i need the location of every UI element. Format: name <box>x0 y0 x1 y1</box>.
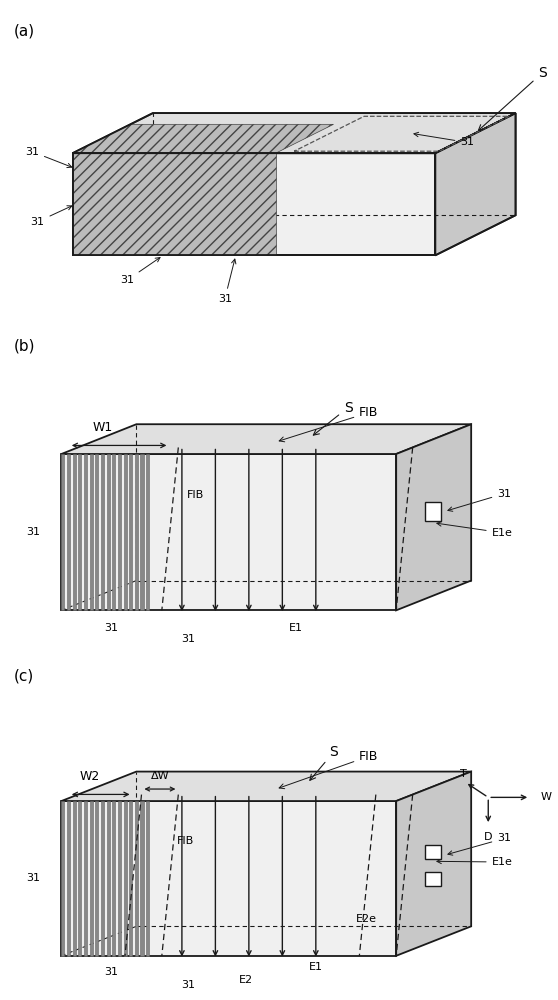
Polygon shape <box>141 454 143 610</box>
Polygon shape <box>141 801 143 956</box>
Polygon shape <box>61 454 396 610</box>
Polygon shape <box>61 772 471 801</box>
Text: W1: W1 <box>92 421 113 434</box>
Text: W2: W2 <box>79 770 100 783</box>
Text: (b): (b) <box>14 339 36 354</box>
Text: E1: E1 <box>309 962 323 972</box>
Text: S: S <box>314 401 353 435</box>
Text: 31: 31 <box>448 833 511 855</box>
Polygon shape <box>95 801 98 956</box>
Polygon shape <box>425 872 441 886</box>
Text: 31: 31 <box>31 206 72 227</box>
Polygon shape <box>84 454 87 610</box>
Polygon shape <box>435 113 516 255</box>
Polygon shape <box>78 801 81 956</box>
Polygon shape <box>123 801 127 956</box>
Polygon shape <box>73 801 76 956</box>
Polygon shape <box>67 801 70 956</box>
Polygon shape <box>101 454 104 610</box>
Text: 31: 31 <box>26 527 41 537</box>
Text: 31: 31 <box>181 634 196 644</box>
Text: E1e: E1e <box>437 857 512 867</box>
Polygon shape <box>396 772 471 956</box>
Text: (a): (a) <box>14 23 35 38</box>
Polygon shape <box>146 801 149 956</box>
Polygon shape <box>146 454 149 610</box>
Polygon shape <box>129 454 132 610</box>
Polygon shape <box>78 454 81 610</box>
Polygon shape <box>73 124 334 153</box>
Text: 31: 31 <box>448 489 511 511</box>
Text: ΔW: ΔW <box>151 771 169 781</box>
Text: 31: 31 <box>104 623 119 633</box>
Polygon shape <box>135 801 138 956</box>
Polygon shape <box>73 153 276 255</box>
Polygon shape <box>90 454 93 610</box>
Polygon shape <box>112 454 116 610</box>
Text: FIB: FIB <box>279 406 378 442</box>
Text: E1: E1 <box>288 623 303 633</box>
Polygon shape <box>95 454 98 610</box>
Text: 31: 31 <box>181 980 196 990</box>
Polygon shape <box>107 454 110 610</box>
Text: E1e: E1e <box>437 522 512 538</box>
Text: 31: 31 <box>218 259 236 304</box>
Text: 31: 31 <box>104 967 119 977</box>
Polygon shape <box>101 801 104 956</box>
Text: 31: 31 <box>26 873 41 883</box>
Text: S: S <box>310 745 338 780</box>
Text: 31: 31 <box>120 258 160 285</box>
Polygon shape <box>129 801 132 956</box>
Polygon shape <box>425 502 441 521</box>
Text: E2: E2 <box>238 975 253 985</box>
Text: 31: 31 <box>414 132 474 147</box>
Text: S: S <box>478 66 547 130</box>
Text: (c): (c) <box>14 668 34 683</box>
Polygon shape <box>73 454 76 610</box>
Polygon shape <box>90 801 93 956</box>
Polygon shape <box>396 424 471 610</box>
Text: D: D <box>484 832 493 842</box>
Text: E2e: E2e <box>356 914 377 924</box>
Polygon shape <box>67 454 70 610</box>
Polygon shape <box>61 801 396 956</box>
Text: T: T <box>460 769 466 779</box>
Polygon shape <box>118 454 121 610</box>
Polygon shape <box>73 113 516 153</box>
Polygon shape <box>425 845 441 859</box>
Polygon shape <box>61 801 65 956</box>
Text: FIB: FIB <box>279 750 378 789</box>
Text: FIB: FIB <box>177 836 194 846</box>
Text: FIB: FIB <box>187 490 204 500</box>
Polygon shape <box>73 153 435 255</box>
Polygon shape <box>123 454 127 610</box>
Polygon shape <box>61 454 65 610</box>
Polygon shape <box>61 424 471 454</box>
Polygon shape <box>118 801 121 956</box>
Polygon shape <box>107 801 110 956</box>
Polygon shape <box>84 801 87 956</box>
Text: 31: 31 <box>25 147 72 168</box>
Polygon shape <box>112 801 116 956</box>
Text: W: W <box>540 792 551 802</box>
Polygon shape <box>135 454 138 610</box>
